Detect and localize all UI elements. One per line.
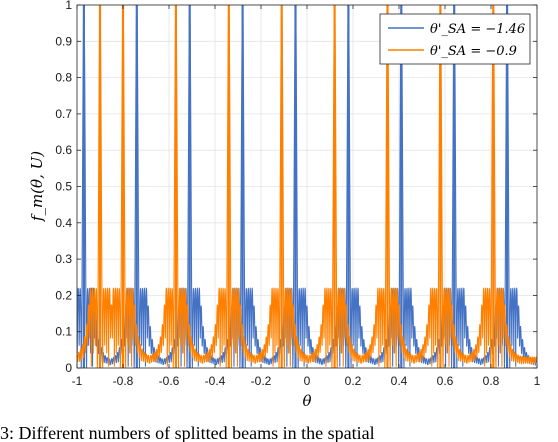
x-tick-label: 1 — [534, 374, 541, 388]
series-group — [77, 5, 537, 368]
x-tick-label: -1 — [72, 374, 83, 388]
y-tick-label: 0.4 — [55, 216, 72, 230]
x-axis-label: θ — [302, 392, 311, 410]
y-tick-label: 1 — [65, 0, 72, 12]
legend-label-series-2: θ'_SA = −0.9 — [430, 44, 517, 59]
y-tick-label: 0.2 — [55, 288, 72, 302]
y-tick-label: 0.1 — [55, 325, 72, 339]
x-tick-label: -0.8 — [113, 374, 134, 388]
x-tick-label: 0.6 — [437, 374, 454, 388]
y-tick-label: 0 — [65, 361, 72, 375]
x-tick-label: -0.4 — [205, 374, 226, 388]
legend: θ'_SA = −1.46 θ'_SA = −0.9 — [379, 13, 531, 65]
ticks: -1 -0.8 -0.6 -0.4 -0.2 0 0.2 0.4 0.6 0.8 1 0 0.1 0.2 0… — [55, 0, 540, 388]
x-tick-label: 0.4 — [391, 374, 408, 388]
x-tick-label: -0.2 — [251, 374, 272, 388]
legend-label-series-1: θ'_SA = −1.46 — [430, 22, 525, 37]
series-line-2 — [77, 5, 537, 368]
y-tick-label: 0.8 — [55, 71, 72, 85]
y-tick-label: 0.6 — [55, 143, 72, 157]
y-tick-label: 0.5 — [55, 180, 72, 194]
y-tick-label: 0.3 — [55, 252, 72, 266]
x-tick-label: 0 — [304, 374, 311, 388]
x-tick-label: 0.8 — [483, 374, 500, 388]
legend-box — [379, 13, 531, 65]
y-tick-label: 0.7 — [55, 107, 72, 121]
x-tick-label: 0.2 — [345, 374, 362, 388]
figure-caption: 3: Different numbers of splitted beams i… — [0, 423, 375, 442]
y-axis-label: f_m(θ, U) — [28, 151, 46, 222]
x-tick-label: -0.6 — [159, 374, 180, 388]
y-tick-label: 0.9 — [55, 34, 72, 48]
series-line-1 — [77, 5, 537, 368]
